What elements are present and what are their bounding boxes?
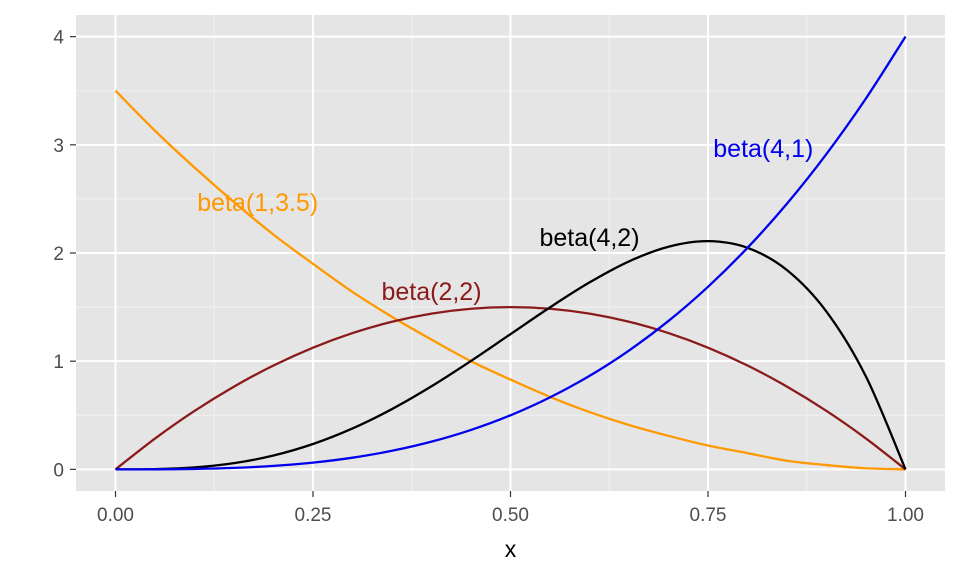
curve-label-beta(2,2): beta(2,2)	[381, 278, 481, 306]
curve-labels: beta(1,3.5) beta(2,2) beta(4,2) beta(4,1)	[197, 135, 813, 306]
y-tick-label: 3	[53, 136, 64, 157]
major-gridlines	[76, 15, 945, 491]
y-tick-label: 2	[53, 244, 64, 265]
y-tick-label: 0	[53, 460, 64, 481]
x-axis-title: x	[505, 536, 517, 562]
curve-beta(1,3.5)	[114, 89, 906, 471]
x-axis: 0.00 0.25 0.50 0.75 1.00	[97, 491, 924, 526]
y-tick-label: 4	[53, 28, 64, 49]
curve-beta(4,2)	[115, 240, 907, 471]
curve-beta(2,2)	[114, 305, 907, 471]
x-tick-label: 0.25	[295, 505, 332, 526]
y-axis: 0 1 2 3 4	[53, 28, 76, 481]
curve-label-beta(4,2): beta(4,2)	[539, 224, 639, 252]
y-tick-label: 1	[53, 352, 64, 373]
x-tick-label: 0.75	[690, 505, 727, 526]
curves	[114, 36, 907, 471]
x-tick-label: 0.00	[97, 505, 134, 526]
x-tick-label: 1.00	[887, 505, 924, 526]
curve-label-beta(4,1): beta(4,1)	[713, 135, 813, 163]
x-tick-label: 0.50	[492, 505, 529, 526]
curve-label-beta(1,3.5): beta(1,3.5)	[197, 189, 318, 217]
curve-beta(4,1)	[115, 36, 907, 471]
